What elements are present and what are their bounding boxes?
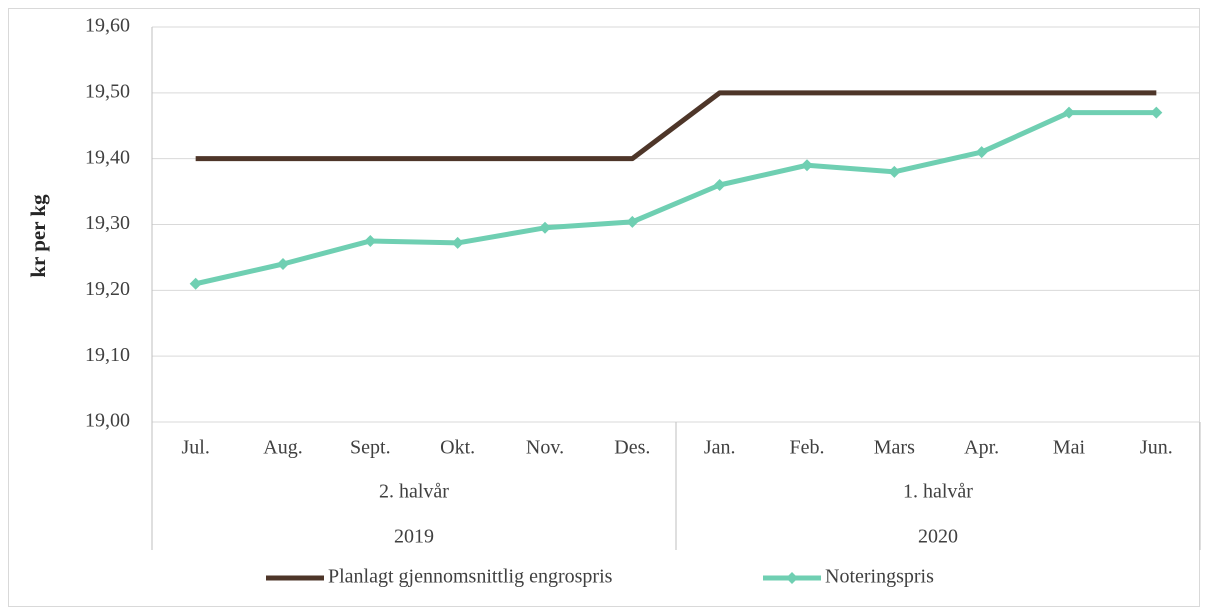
group-label: 2. halvår xyxy=(379,481,449,503)
legend-label: Planlagt gjennomsnittlig engrospris xyxy=(328,566,613,588)
legend-marker xyxy=(786,572,798,584)
y-axis-label: kr per kg xyxy=(26,194,50,278)
marker xyxy=(277,258,289,270)
x-tick-label: Feb. xyxy=(790,437,825,459)
x-tick-label: Mai xyxy=(1053,437,1086,459)
marker xyxy=(451,236,464,249)
x-tick-label: Jul. xyxy=(181,437,209,459)
x-tick-label: Nov. xyxy=(526,437,564,459)
marker xyxy=(1063,106,1075,119)
x-tick-label: Jan. xyxy=(704,437,736,459)
marker xyxy=(888,165,901,178)
y-tick-label: 19,40 xyxy=(85,146,130,168)
y-tick-label: 19,60 xyxy=(85,15,130,37)
marker xyxy=(801,159,813,172)
x-tick-label: Aug. xyxy=(263,437,302,459)
group-label: 2020 xyxy=(918,526,958,548)
chart-border xyxy=(8,8,1200,607)
marker xyxy=(626,215,639,228)
x-tick-label: Jun. xyxy=(1140,437,1173,459)
y-tick-label: 19,10 xyxy=(85,344,130,366)
legend-label: Noteringspris xyxy=(825,566,934,588)
marker xyxy=(713,179,726,191)
marker xyxy=(1150,106,1163,119)
x-tick-label: Des. xyxy=(614,437,650,459)
x-tick-label: Sept. xyxy=(350,437,391,459)
y-tick-label: 19,00 xyxy=(85,410,130,432)
x-tick-label: Okt. xyxy=(440,437,475,459)
x-tick-label: Apr. xyxy=(964,437,999,459)
x-tick-label: Mars xyxy=(874,437,915,459)
series-line xyxy=(195,110,1157,287)
marker xyxy=(189,277,202,290)
marker xyxy=(975,146,988,159)
marker xyxy=(364,234,377,247)
group-label: 1. halvår xyxy=(903,481,973,503)
y-tick-label: 19,30 xyxy=(85,212,130,234)
series-line xyxy=(195,90,1157,162)
marker xyxy=(539,221,551,234)
y-tick-label: 19,20 xyxy=(85,278,130,300)
y-tick-label: 19,50 xyxy=(85,80,130,102)
group-label: 2019 xyxy=(394,526,434,548)
